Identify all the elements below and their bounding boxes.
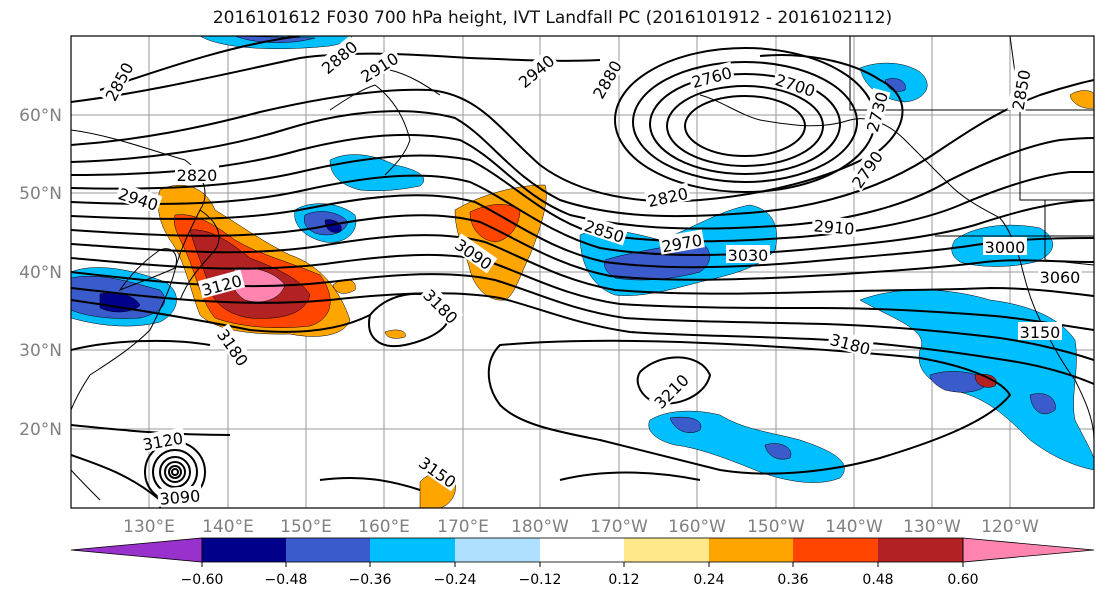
longitude-label: 130°W — [903, 517, 961, 537]
contour-label-bg — [658, 229, 705, 255]
longitude-label: 170°E — [437, 517, 489, 537]
contour-label-bg — [355, 47, 403, 86]
contour-label-bg — [316, 36, 362, 78]
contour-label-bg — [846, 145, 887, 193]
longitude-label: 120°W — [981, 517, 1039, 537]
colorbar-tick-label: 0.24 — [693, 572, 724, 588]
contour-label-bg — [114, 182, 163, 214]
latitude-label: 40°N — [19, 263, 62, 283]
map-frame — [70, 35, 1095, 509]
figure-title: 2016101612 F030 700 hPa height, IVT Land… — [212, 8, 893, 28]
colorbar-segment — [202, 538, 286, 562]
latitude-label: 20°N — [19, 420, 62, 440]
contour-label: 2910 — [813, 216, 855, 238]
contour-label: 3090 — [159, 486, 201, 508]
contour-label-group: 3000 — [983, 237, 1027, 257]
longitude-label: 180°W — [511, 517, 569, 537]
colorbar-segment — [878, 538, 963, 562]
contour-label-bg — [513, 49, 559, 92]
colorbar-segment — [286, 538, 370, 562]
contour-label-bg — [826, 328, 875, 358]
colorbar-tick-label: −0.24 — [434, 572, 477, 588]
longitude-label: 140°E — [202, 517, 254, 537]
latitude-label: 50°N — [19, 184, 62, 204]
contour-label-bg — [213, 323, 254, 371]
longitude-label: 160°W — [668, 517, 726, 537]
contour-label-group: 3150 — [1018, 322, 1062, 342]
contour-label-bg — [811, 215, 857, 237]
colorbar-outline — [201, 537, 964, 563]
contour-label-group: 3090 — [157, 485, 203, 508]
longitude-label: 150°E — [280, 517, 332, 537]
contour-label-group: 2910 — [811, 215, 857, 239]
colorbar-segment — [624, 538, 709, 562]
latitude-label: 30°N — [19, 341, 62, 361]
colorbar-tick-label: −0.60 — [181, 572, 224, 588]
colorbar-tick-label: 0.60 — [947, 572, 978, 588]
colorbar-max-extension — [962, 537, 1095, 563]
longitude-label: 160°E — [358, 517, 410, 537]
colorbar-segment — [540, 538, 624, 562]
contour-label-bg — [1018, 322, 1062, 340]
colorbar-segment — [709, 538, 793, 562]
contour-label-bg — [157, 485, 203, 507]
contour-label-bg — [414, 451, 462, 492]
contour-label: 3060 — [1040, 268, 1081, 287]
contour-label-bg — [587, 55, 626, 103]
contour-label-bg — [175, 165, 219, 183]
colorbar-min-extension — [70, 537, 203, 563]
contour-label-bg — [726, 245, 770, 263]
latitude-labels: 60°N 50°N 40°N 30°N 20°N — [19, 106, 62, 440]
longitude-label: 130°E — [123, 517, 175, 537]
contour-label-group: 3060 — [1038, 267, 1082, 287]
colorbar-tick-label: 0.36 — [777, 572, 808, 588]
contour-label-bg — [139, 427, 186, 453]
contour-label: 3000 — [985, 238, 1026, 257]
longitude-labels: 130°E 140°E 150°E 160°E 170°E 180°W 170°W 160°W… — [123, 517, 1039, 537]
colorbar-segment — [455, 538, 540, 562]
contour-label: 3150 — [1020, 323, 1061, 342]
colorbar — [70, 537, 1095, 563]
contour-label-bg — [644, 182, 691, 210]
contour-label-bg — [419, 283, 464, 328]
colorbar-tick-label: −0.48 — [265, 572, 308, 588]
contour-label-bg — [99, 57, 137, 105]
contour-label: 3030 — [728, 246, 769, 265]
contour-label-bg — [1007, 66, 1033, 113]
contour-label-group: 2820 — [175, 165, 219, 185]
longitude-label: 170°W — [590, 517, 648, 537]
colorbar-ticks: −0.60 −0.48 −0.36 −0.24 −0.12 0.12 0.24 0.36 0.4… — [181, 562, 979, 588]
contour-label-bg — [771, 68, 820, 100]
contour-label-bg — [580, 214, 629, 246]
colorbar-tick-label: −0.36 — [349, 572, 392, 588]
contour-label-bg — [1038, 267, 1082, 285]
contour-label-bg — [687, 61, 736, 91]
longitude-label: 140°W — [825, 517, 883, 537]
colorbar-tick-label: 0.12 — [608, 572, 639, 588]
contour-label-bg — [861, 87, 891, 136]
latitude-label: 60°N — [19, 106, 62, 126]
longitude-label: 150°W — [747, 517, 805, 537]
colorbar-tick-label: 0.48 — [862, 572, 893, 588]
contour-label-bg — [648, 368, 693, 413]
contour-label: 2820 — [177, 166, 218, 185]
contour-label-group: 3030 — [726, 245, 770, 265]
contour-label-bg — [450, 233, 498, 274]
contour-label-bg — [197, 269, 246, 299]
colorbar-segment — [370, 538, 455, 562]
colorbar-tick-label: −0.12 — [519, 572, 562, 588]
contour-label-bg — [983, 237, 1027, 255]
colorbar-segment — [793, 538, 878, 562]
